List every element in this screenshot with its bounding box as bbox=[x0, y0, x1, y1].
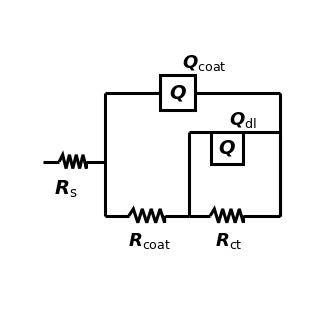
Text: $\boldsymbol{R}_{\mathrm{coat}}$: $\boldsymbol{R}_{\mathrm{coat}}$ bbox=[128, 231, 171, 251]
Bar bbox=[160, 75, 195, 110]
Text: $\boldsymbol{R}_{\mathrm{ct}}$: $\boldsymbol{R}_{\mathrm{ct}}$ bbox=[215, 231, 243, 251]
Text: $\boldsymbol{Q}$: $\boldsymbol{Q}$ bbox=[169, 83, 187, 103]
Text: $\boldsymbol{R}_{\mathrm{s}}$: $\boldsymbol{R}_{\mathrm{s}}$ bbox=[54, 179, 77, 200]
Bar bbox=[211, 132, 243, 164]
Text: $\boldsymbol{Q}$: $\boldsymbol{Q}$ bbox=[218, 138, 236, 158]
Text: $\boldsymbol{Q}_{\mathrm{dl}}$: $\boldsymbol{Q}_{\mathrm{dl}}$ bbox=[229, 109, 257, 130]
Text: $\boldsymbol{Q}_{\mathrm{coat}}$: $\boldsymbol{Q}_{\mathrm{coat}}$ bbox=[182, 53, 227, 73]
